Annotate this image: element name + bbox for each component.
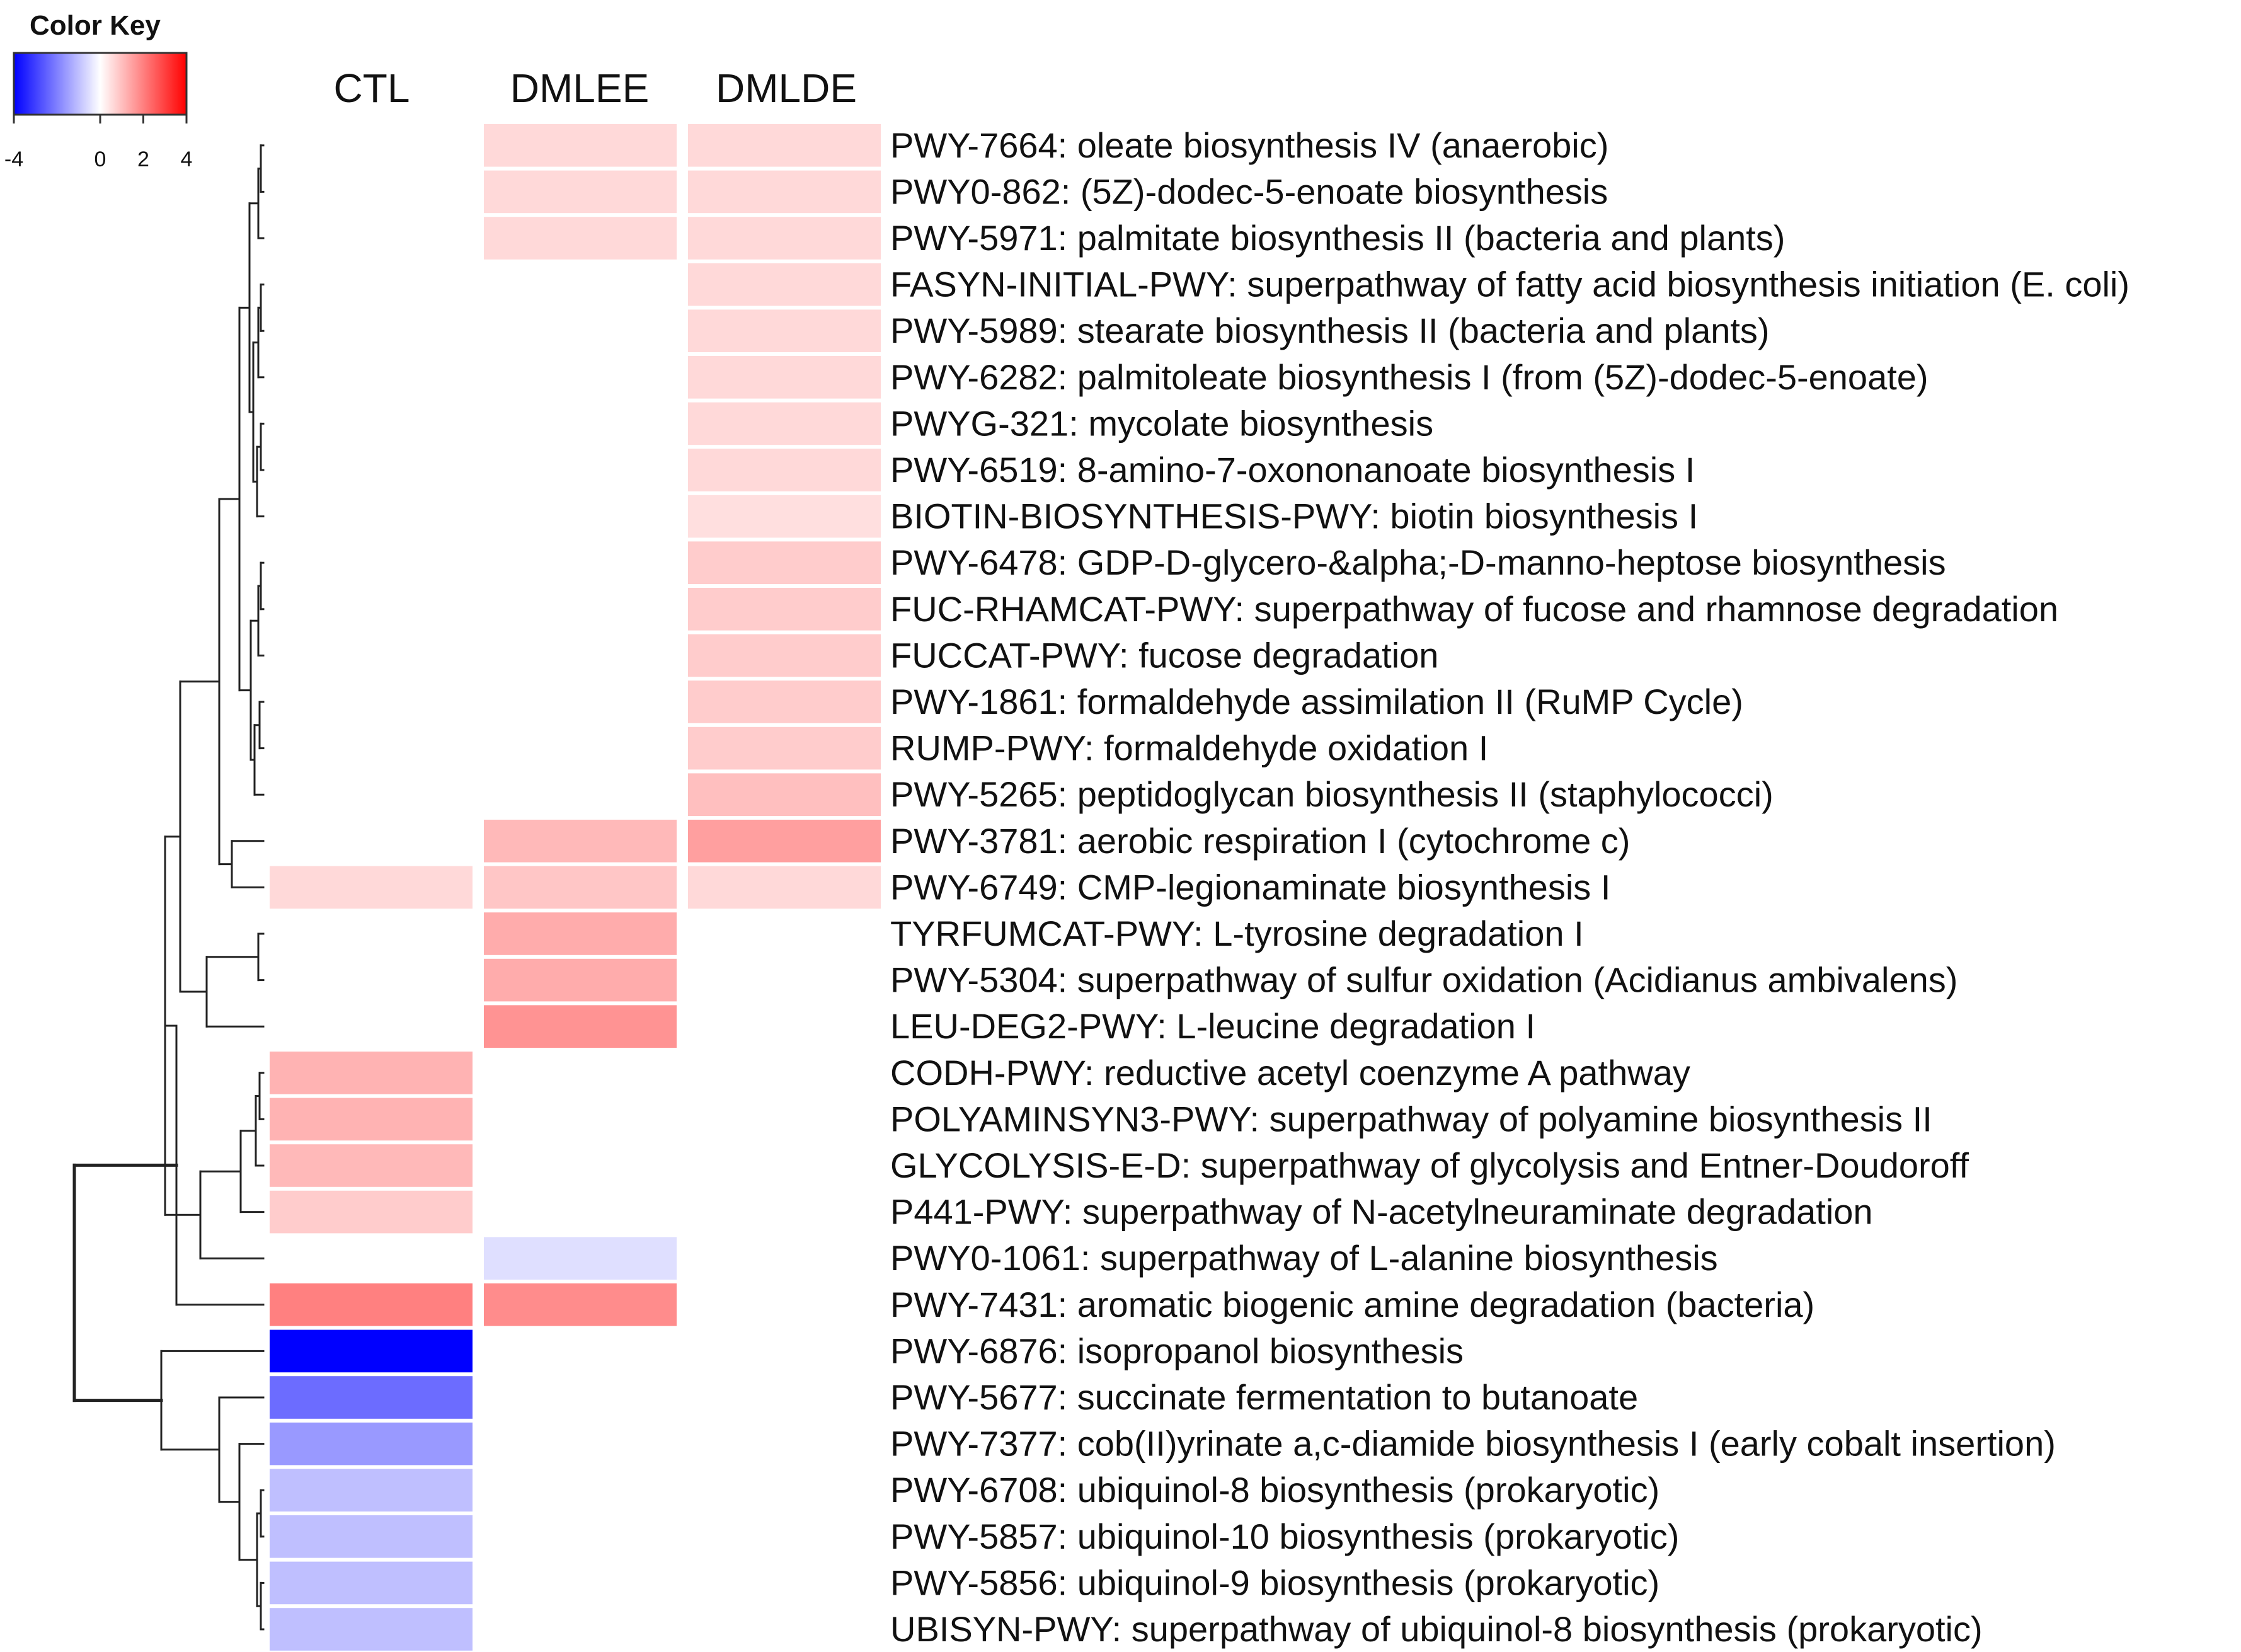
heatmap-cell (484, 1283, 677, 1326)
heatmap-cell (484, 866, 677, 909)
row-label: PWY-1861: formaldehyde assimilation II (… (890, 682, 1743, 721)
row-label: PWY-5989: stearate biosynthesis II (bact… (890, 311, 1770, 350)
heatmap-cell (688, 449, 881, 491)
color-key-tick-label: 4 (181, 147, 193, 171)
row-label: PWY-6749: CMP-legionaminate biosynthesis… (890, 867, 1610, 907)
color-key-tick-label: 0 (95, 147, 106, 171)
row-label: PWY-7377: cob(II)yrinate a,c-diamide bio… (890, 1424, 2056, 1464)
heatmap-cell (270, 1329, 473, 1373)
heatmap-cell (270, 1515, 473, 1558)
row-label: TYRFUMCAT-PWY: L-tyrosine degradation I (890, 914, 1584, 953)
heatmap-cell (270, 1376, 473, 1419)
row-label: GLYCOLYSIS-E-D: superpathway of glycolys… (890, 1145, 1969, 1185)
row-label: P441-PWY: superpathway of N-acetylneuram… (890, 1192, 1873, 1232)
heatmap-cell (270, 1561, 473, 1605)
row-label: PWY-7664: oleate biosynthesis IV (anaero… (890, 125, 1608, 165)
row-label: POLYAMINSYN3-PWY: superpathway of polyam… (890, 1099, 1932, 1139)
row-label: FUC-RHAMCAT-PWY: superpathway of fucose … (890, 589, 2058, 629)
heatmap-cell (688, 866, 881, 909)
heatmap-cell (484, 1005, 677, 1048)
heatmap-cell (688, 588, 881, 631)
row-label: LEU-DEG2-PWY: L-leucine degradation I (890, 1006, 1535, 1046)
heatmap-cell (270, 1052, 473, 1094)
heatmap-cell (484, 912, 677, 955)
row-label: PWY-5265: peptidoglycan biosynthesis II … (890, 774, 1774, 814)
row-label: CODH-PWY: reductive acetyl coenzyme A pa… (890, 1053, 1690, 1093)
heatmap-cell (688, 820, 881, 863)
color-key-tick-label: -4 (4, 147, 23, 171)
heatmap-cell (270, 866, 473, 909)
column-label: CTL (334, 66, 410, 111)
row-label: RUMP-PWY: formaldehyde oxidation I (890, 728, 1488, 768)
row-label: PWY-6519: 8-amino-7-oxononanoate biosynt… (890, 450, 1695, 490)
heatmap-cell (688, 680, 881, 723)
heatmap-cell (270, 1190, 473, 1234)
heatmap-cell (270, 1144, 473, 1187)
heatmap-cell (484, 124, 677, 167)
heatmap-cell (688, 726, 881, 770)
color-key: Color Key -4 0 2 4 (4, 10, 193, 171)
heatmap-cell (688, 124, 881, 167)
heatmap-cell (688, 541, 881, 584)
row-label: PWY-3781: aerobic respiration I (cytochr… (890, 821, 1630, 861)
heatmap-cell (484, 958, 677, 1002)
heatmap-cell (270, 1608, 473, 1651)
color-key-title: Color Key (30, 10, 161, 41)
heatmap-cell (688, 170, 881, 214)
row-label: BIOTIN-BIOSYNTHESIS-PWY: biotin biosynth… (890, 496, 1698, 536)
row-label: PWY-6282: palmitoleate biosynthesis I (f… (890, 357, 1929, 397)
heatmap-cell (270, 1469, 473, 1511)
color-key-bar (13, 52, 188, 116)
column-labels: CTL DMLEE DMLDE (334, 66, 857, 111)
row-label: PWY-6708: ubiquinol-8 biosynthesis (prok… (890, 1470, 1659, 1510)
heatmap-cell (484, 1237, 677, 1280)
row-label: PWYG-321: mycolate biosynthesis (890, 403, 1433, 443)
heatmap-cell (484, 170, 677, 214)
row-label: PWY0-862: (5Z)-dodec-5-enoate biosynthes… (890, 171, 1608, 211)
color-key-ticks: -4 0 2 4 (4, 115, 193, 171)
column-label: DMLDE (716, 66, 857, 111)
heatmap-cell (484, 217, 677, 260)
heatmap-cell (688, 402, 881, 445)
heatmap-cells (270, 124, 881, 1651)
heatmap-cell (270, 1283, 473, 1326)
color-key-tick-label: 2 (137, 147, 149, 171)
row-label: UBISYN-PWY: superpathway of ubiquinol-8 … (890, 1609, 1983, 1649)
heatmap-cell (688, 356, 881, 399)
row-label: PWY-5857: ubiquinol-10 biosynthesis (pro… (890, 1517, 1679, 1556)
row-label: PWY-5971: palmitate biosynthesis II (bac… (890, 218, 1785, 258)
heatmap-cell (688, 495, 881, 538)
row-labels: PWY-7664: oleate biosynthesis IV (anaero… (890, 125, 2129, 1649)
row-label: FUCCAT-PWY: fucose degradation (890, 635, 1438, 675)
row-label: PWY-6876: isopropanol biosynthesis (890, 1331, 1464, 1370)
row-label: PWY-7431: aromatic biogenic amine degrad… (890, 1285, 1814, 1324)
heatmap-cell (688, 263, 881, 306)
row-dendrogram (72, 144, 265, 1631)
row-label: PWY-5677: succinate fermentation to buta… (890, 1377, 1638, 1417)
row-label: PWY-6478: GDP-D-glycero-&alpha;-D-manno-… (890, 542, 1946, 582)
heatmap-cell (688, 773, 881, 816)
heatmap-cell (484, 820, 677, 863)
heatmap-cell (688, 217, 881, 260)
row-label: FASYN-INITIAL-PWY: superpathway of fatty… (890, 265, 2129, 304)
column-label: DMLEE (510, 66, 650, 111)
heatmap-cell (270, 1098, 473, 1141)
heatmap-cell (688, 634, 881, 677)
row-label: PWY0-1061: superpathway of L-alanine bio… (890, 1238, 1718, 1278)
heatmap-cell (270, 1422, 473, 1466)
row-label: PWY-5304: superpathway of sulfur oxidati… (890, 960, 1957, 1000)
row-label: PWY-5856: ubiquinol-9 biosynthesis (prok… (890, 1563, 1659, 1602)
heatmap-cell (688, 309, 881, 352)
